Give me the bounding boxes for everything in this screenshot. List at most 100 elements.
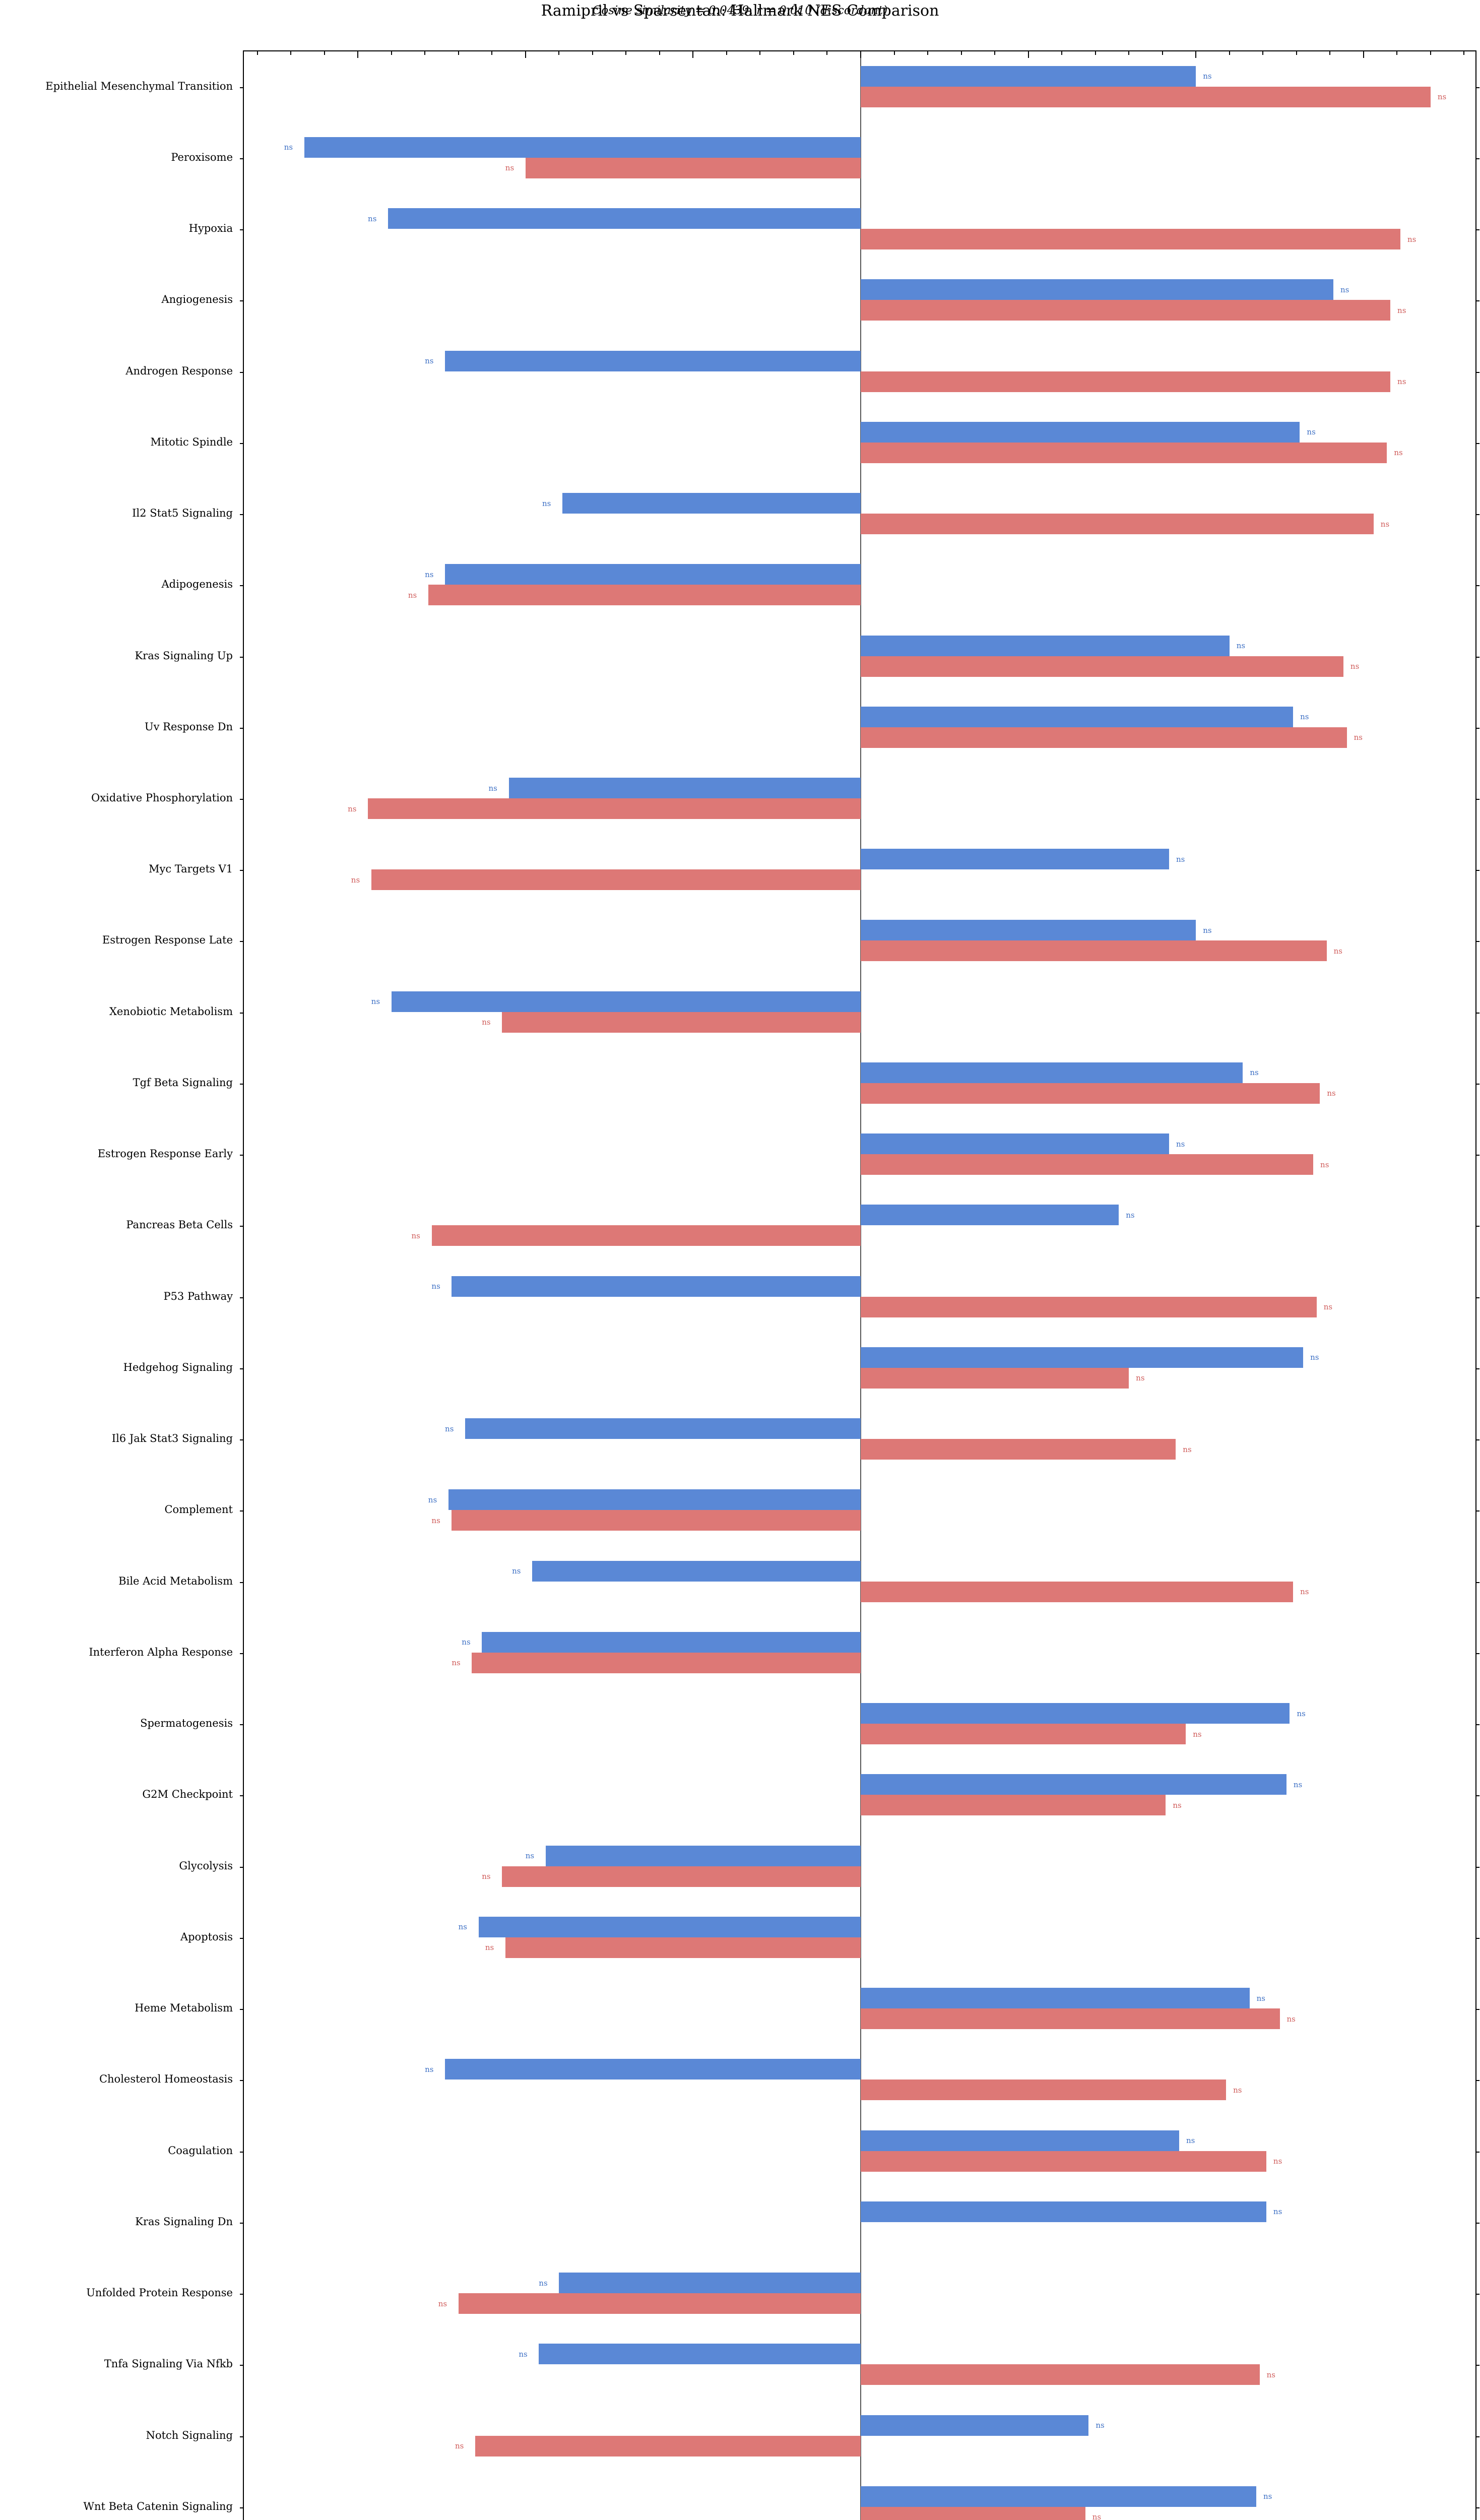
- bar-ramipril[interactable]: [391, 991, 861, 1012]
- y-axis-label: Notch Signaling: [146, 2429, 233, 2441]
- significance-label: ns: [425, 570, 434, 579]
- plot-area: ns ns ns ns ns ns ns ns ns ns ns ns ns ns ns ns ns ns ns ns…: [240, 50, 1479, 2520]
- bar-sparsentan[interactable]: [458, 2293, 861, 2314]
- bar-sparsentan[interactable]: [861, 442, 1387, 463]
- bar-sparsentan[interactable]: [431, 1225, 861, 1246]
- x-axis-tick-minor: [659, 51, 660, 55]
- y-axis-label: Coagulation: [168, 2144, 233, 2157]
- bar-ramipril[interactable]: [861, 421, 1300, 443]
- bar-ramipril[interactable]: [861, 635, 1230, 656]
- bar-ramipril[interactable]: [861, 1347, 1304, 1368]
- x-axis-tick-minor: [826, 51, 828, 55]
- bar-ramipril[interactable]: [539, 2344, 861, 2365]
- bar-ramipril[interactable]: [532, 1560, 861, 1582]
- bar-sparsentan[interactable]: [525, 157, 861, 178]
- significance-label: ns: [539, 2278, 548, 2288]
- bar-ramipril[interactable]: [861, 706, 1294, 727]
- y-axis-tick-right: [1475, 158, 1479, 159]
- bar-ramipril[interactable]: [861, 279, 1333, 300]
- bar-ramipril[interactable]: [478, 1916, 861, 1937]
- bar-sparsentan[interactable]: [861, 371, 1391, 392]
- y-axis-tick: [240, 1297, 244, 1298]
- bar-sparsentan[interactable]: [861, 656, 1343, 677]
- bar-sparsentan[interactable]: [428, 585, 861, 606]
- bar-sparsentan[interactable]: [452, 1510, 861, 1531]
- bar-sparsentan[interactable]: [861, 2364, 1260, 2385]
- bar-ramipril[interactable]: [559, 2273, 861, 2294]
- significance-label: ns: [482, 1018, 491, 1027]
- bar-sparsentan[interactable]: [861, 1795, 1166, 1816]
- y-axis-tick: [240, 585, 244, 587]
- x-axis-tick-minor: [491, 51, 493, 55]
- significance-label: ns: [1273, 2157, 1282, 2166]
- bar-ramipril[interactable]: [861, 849, 1169, 870]
- bar-ramipril[interactable]: [508, 778, 861, 798]
- bar-sparsentan[interactable]: [371, 869, 861, 891]
- bar-ramipril[interactable]: [861, 1205, 1119, 1226]
- bar-sparsentan[interactable]: [861, 300, 1391, 321]
- bar-ramipril[interactable]: [861, 2201, 1266, 2222]
- bar-ramipril[interactable]: [861, 1988, 1250, 2009]
- bar-sparsentan[interactable]: [861, 1083, 1320, 1104]
- bar-ramipril[interactable]: [861, 1774, 1286, 1795]
- y-axis-tick-right: [1475, 2080, 1479, 2082]
- bar-sparsentan[interactable]: [861, 2080, 1227, 2101]
- bar-ramipril[interactable]: [861, 1062, 1243, 1083]
- x-axis-tick-minor: [1262, 51, 1264, 55]
- y-axis-label: G2M Checkpoint: [142, 1788, 233, 1801]
- bar-sparsentan[interactable]: [861, 940, 1327, 962]
- bar-sparsentan[interactable]: [861, 1367, 1129, 1389]
- y-axis-tick-right: [1475, 727, 1479, 729]
- y-axis-tick-right: [1475, 1083, 1479, 1085]
- bar-ramipril[interactable]: [445, 2059, 861, 2080]
- bar-ramipril[interactable]: [465, 1418, 861, 1439]
- bar-sparsentan[interactable]: [368, 798, 861, 819]
- bar-ramipril[interactable]: [861, 2415, 1089, 2436]
- y-axis-label: Angiogenesis: [161, 293, 233, 306]
- significance-label: ns: [425, 356, 434, 366]
- x-axis-tick-major: [1027, 51, 1029, 58]
- bar-ramipril[interactable]: [861, 1703, 1290, 1724]
- significance-label: ns: [438, 2299, 447, 2308]
- bar-sparsentan[interactable]: [505, 1937, 861, 1958]
- bar-sparsentan[interactable]: [861, 86, 1431, 107]
- bar-ramipril[interactable]: [861, 66, 1196, 87]
- bar-ramipril[interactable]: [861, 2486, 1256, 2507]
- bar-sparsentan[interactable]: [502, 1012, 861, 1033]
- bar-ramipril[interactable]: [388, 208, 861, 229]
- bar-sparsentan[interactable]: [861, 1581, 1294, 1602]
- bar-ramipril[interactable]: [304, 137, 861, 158]
- y-axis-label: Pancreas Beta Cells: [126, 1219, 233, 1231]
- bar-ramipril[interactable]: [861, 2130, 1179, 2151]
- x-axis-tick-minor: [391, 51, 392, 55]
- bar-sparsentan[interactable]: [472, 1652, 861, 1673]
- bar-ramipril[interactable]: [445, 564, 861, 585]
- bar-sparsentan[interactable]: [861, 1439, 1176, 1460]
- y-axis-tick: [240, 1439, 244, 1441]
- bar-sparsentan[interactable]: [861, 1154, 1314, 1175]
- bar-sparsentan[interactable]: [861, 1724, 1186, 1745]
- bar-ramipril[interactable]: [448, 1489, 861, 1510]
- bar-sparsentan[interactable]: [861, 2151, 1266, 2172]
- y-axis-label: Kras Signaling Dn: [135, 2215, 233, 2228]
- x-axis-tick-minor: [726, 51, 727, 55]
- significance-label: ns: [1327, 1089, 1336, 1098]
- bar-ramipril[interactable]: [545, 1845, 861, 1866]
- bar-sparsentan[interactable]: [861, 229, 1400, 250]
- bar-ramipril[interactable]: [452, 1276, 861, 1297]
- bar-ramipril[interactable]: [482, 1631, 861, 1653]
- bar-sparsentan[interactable]: [475, 2435, 861, 2456]
- bar-sparsentan[interactable]: [861, 514, 1374, 535]
- bar-sparsentan[interactable]: [861, 727, 1347, 748]
- bar-sparsentan[interactable]: [861, 1296, 1317, 1317]
- bar-sparsentan[interactable]: [861, 2008, 1280, 2030]
- bar-sparsentan[interactable]: [502, 1866, 861, 1887]
- bar-ramipril[interactable]: [861, 920, 1196, 941]
- y-axis-label: Glycolysis: [179, 1859, 233, 1872]
- y-axis-tick-right: [1475, 941, 1479, 942]
- bar-ramipril[interactable]: [562, 493, 861, 514]
- bar-ramipril[interactable]: [445, 350, 861, 371]
- y-axis-tick: [240, 2294, 244, 2295]
- bar-ramipril[interactable]: [861, 1133, 1169, 1155]
- bar-sparsentan[interactable]: [861, 2506, 1085, 2520]
